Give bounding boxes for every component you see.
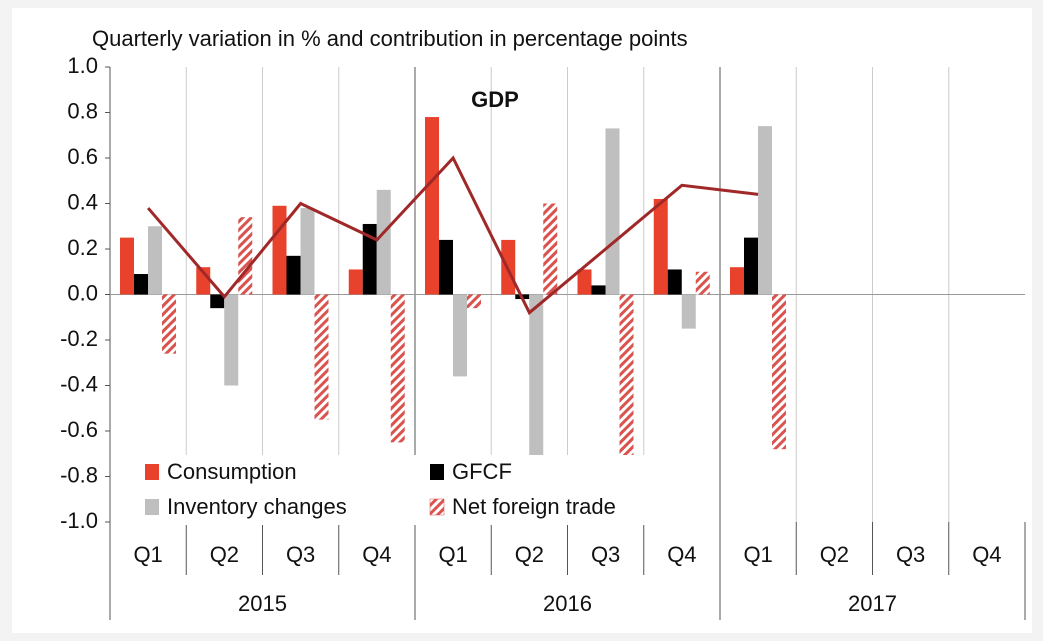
x-tick-label: Q4: [362, 542, 391, 567]
bar: [439, 239, 453, 295]
bar: [162, 294, 176, 354]
x-tick-label: Q4: [667, 542, 696, 567]
legend-swatch: [430, 464, 444, 480]
bar: [134, 274, 148, 295]
bar: [772, 294, 786, 450]
y-tick-label: -1.0: [60, 508, 98, 533]
bar: [376, 189, 391, 295]
bar: [348, 269, 363, 295]
bar: [591, 285, 606, 295]
bar: [238, 217, 253, 295]
x-tick-label: Q3: [896, 542, 925, 567]
x-tick-label: Q4: [972, 542, 1001, 567]
y-tick-label: 0.4: [67, 189, 98, 214]
bar: [529, 294, 544, 459]
bar: [605, 128, 620, 295]
y-tick-label: 1.0: [67, 53, 98, 78]
y-tick-label: 0.6: [67, 144, 98, 169]
bar: [224, 294, 239, 386]
bar: [695, 271, 710, 295]
bar: [453, 294, 467, 377]
y-tick-label: -0.8: [60, 462, 98, 487]
legend-swatch: [429, 498, 445, 516]
legend-label: Inventory changes: [167, 494, 347, 519]
bar: [543, 203, 558, 295]
bar: [120, 237, 134, 295]
bar: [744, 237, 758, 295]
x-tick-label: Q2: [210, 542, 239, 567]
bar: [681, 294, 696, 329]
bar: [390, 294, 405, 443]
x-tick-label: Q1: [438, 542, 467, 567]
year-label: 2017: [848, 591, 897, 616]
legend-label: GFCF: [452, 459, 512, 484]
legend-label: Consumption: [167, 459, 297, 484]
background: [12, 8, 1032, 633]
bar: [467, 294, 481, 309]
bar: [425, 117, 439, 295]
bar: [577, 269, 592, 295]
x-tick-label: Q1: [133, 542, 162, 567]
bar: [314, 294, 329, 420]
x-tick-label: Q2: [515, 542, 544, 567]
legend-swatch: [145, 464, 159, 480]
line-label: GDP: [471, 87, 519, 112]
x-tick-label: Q1: [743, 542, 772, 567]
bar: [362, 223, 377, 295]
bar: [667, 269, 682, 295]
bar: [619, 294, 634, 459]
y-tick-label: 0.2: [67, 235, 98, 260]
y-tick-label: -0.4: [60, 371, 98, 396]
bar: [272, 205, 287, 295]
y-tick-label: -0.6: [60, 417, 98, 442]
bar: [286, 255, 301, 295]
year-label: 2015: [238, 591, 287, 616]
x-tick-label: Q3: [591, 542, 620, 567]
chart-title: Quarterly variation in % and contributio…: [92, 26, 688, 51]
bar: [300, 208, 315, 295]
y-tick-label: -0.2: [60, 326, 98, 351]
bar: [758, 126, 772, 295]
year-label: 2016: [543, 591, 592, 616]
legend-box: [130, 455, 680, 525]
y-tick-label: 0.0: [67, 280, 98, 305]
bar: [653, 198, 668, 295]
bar: [148, 226, 162, 295]
legend-label: Net foreign trade: [452, 494, 616, 519]
y-tick-label: 0.8: [67, 98, 98, 123]
legend-swatch: [145, 499, 159, 515]
bar: [210, 294, 225, 309]
x-tick-label: Q3: [286, 542, 315, 567]
x-tick-label: Q2: [820, 542, 849, 567]
bar: [730, 267, 744, 295]
gdp-line: [146, 155, 759, 316]
